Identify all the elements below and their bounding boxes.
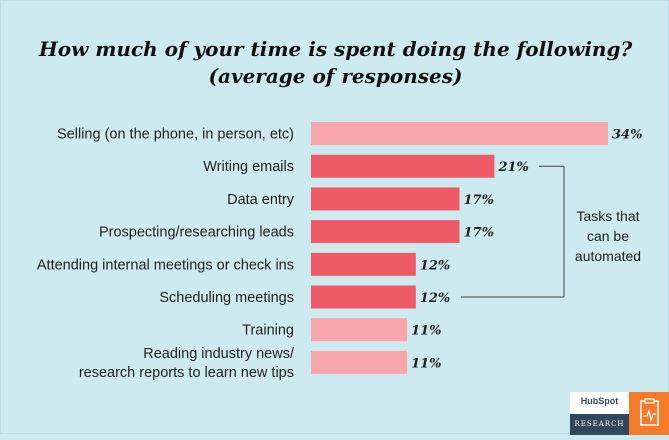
logo-icon-panel — [629, 392, 669, 435]
bar — [311, 252, 416, 276]
value-label: 11% — [411, 324, 441, 339]
category-label: Prospecting/researching leads — [99, 225, 294, 241]
bar — [311, 285, 416, 309]
hubspot-research-logo: HubSpot RESEARCH — [570, 392, 669, 435]
value-label: 21% — [497, 160, 528, 175]
logo-research-panel: RESEARCH — [570, 414, 629, 435]
value-label: 17% — [464, 226, 494, 241]
research-label: RESEARCH — [574, 420, 625, 428]
hubspot-wordmark: HubSpot — [580, 396, 619, 406]
automation-annotation: Tasks that can be automated — [574, 208, 642, 264]
value-label: 17% — [464, 193, 494, 208]
bar — [311, 318, 408, 342]
bar — [311, 350, 408, 374]
category-label: Reading industry news/ — [143, 346, 295, 362]
chart-subtitle: (average of responses) — [208, 64, 463, 88]
value-label: 12% — [420, 258, 450, 273]
category-label: Writing emails — [203, 159, 294, 175]
value-label: 34% — [612, 128, 642, 143]
bar — [311, 154, 495, 178]
clipboard-chart-icon — [640, 398, 659, 426]
category-label: Data entry — [227, 192, 295, 208]
chart-title: How much of your time is spent doing the… — [38, 37, 633, 61]
bar — [311, 187, 460, 211]
bar — [311, 220, 460, 244]
category-label: research reports to learn new tips — [79, 365, 294, 381]
category-label: Scheduling meetings — [159, 290, 294, 306]
value-label: 11% — [411, 356, 441, 371]
category-label: Attending internal meetings or check ins — [37, 257, 294, 273]
category-label: Training — [242, 323, 294, 339]
logo-wordmark-panel: HubSpot — [570, 392, 629, 414]
category-label: Selling (on the phone, in person, etc) — [57, 127, 294, 143]
bar — [311, 122, 608, 145]
value-label: 12% — [420, 291, 450, 306]
